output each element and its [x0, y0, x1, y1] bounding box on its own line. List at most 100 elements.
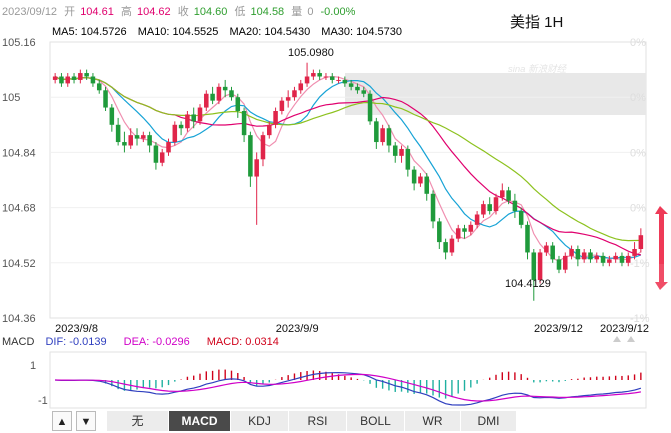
tab-2[interactable]: KDJ [231, 411, 289, 431]
candle-body [418, 176, 423, 184]
candle-body [405, 148, 411, 170]
candle-body [487, 204, 492, 212]
trend-arrow-icon [655, 206, 668, 290]
tab-0[interactable]: 无 [107, 411, 169, 431]
y-tick-label: 105.16 [2, 37, 36, 49]
macd-value-label: MACD: 0.0314 [207, 336, 279, 348]
macd-legend: MACD DIF: -0.0139 DEA: -0.0296 MACD: 0.0… [2, 336, 279, 348]
candle-body [556, 259, 562, 270]
y-tick-label: 104.84 [2, 147, 36, 159]
candle-body [311, 73, 316, 77]
change-value: -0.00% [321, 6, 356, 18]
candle-body [355, 86, 360, 91]
plot-frame [49, 41, 647, 319]
ma10-label: MA10: 104.5525 [138, 26, 219, 38]
candle-body [84, 73, 89, 77]
dif-label: DIF: -0.0139 [45, 336, 106, 348]
x-axis-label: 2023/9/12 [600, 323, 649, 335]
candle-body [613, 255, 618, 260]
candle-body [178, 124, 184, 129]
candle-body [474, 214, 480, 225]
candle-body [304, 76, 310, 84]
candle-body [625, 255, 631, 263]
candle-body [588, 252, 593, 260]
candle-body [65, 76, 71, 84]
close-value: 104.60 [194, 6, 228, 18]
vol-label: 量 [291, 5, 302, 18]
tab-3[interactable]: RSI [289, 411, 347, 431]
next-button[interactable]: ▼ [76, 411, 96, 431]
candle-body [607, 259, 612, 263]
y-tick-label: 104.52 [2, 258, 36, 270]
candle-body [141, 135, 146, 139]
ma5-label: MA5: 104.5726 [52, 26, 127, 38]
low-label: 低 [234, 5, 245, 18]
candle-body [159, 152, 165, 163]
macd-axis-ticks: 1 -1 [30, 360, 48, 407]
dea-line [55, 373, 641, 402]
open-value: 104.61 [80, 6, 114, 18]
candle-body [386, 128, 392, 146]
candle-body [147, 135, 152, 146]
macd-frame [49, 351, 647, 409]
candle-body [210, 93, 215, 101]
candle-body [216, 86, 222, 101]
macd-tick-label: -1 [38, 395, 48, 407]
macd-plot [55, 369, 642, 406]
percent-tick-label: 0% [630, 92, 646, 104]
x-axis-label: 2023/9/8 [55, 323, 98, 335]
ma-legend: MA5: 104.5726 MA10: 104.5525 MA20: 104.5… [52, 26, 402, 38]
svg-text:2023/09/12 开 104.61: 2023/09/12 开 104.61 高 104.62 收 104.60 低 … [2, 4, 356, 18]
candle-body [71, 76, 77, 80]
candle-body [191, 114, 196, 122]
candle-body [506, 190, 511, 201]
high-annotation: 105.0980 [288, 47, 334, 59]
x-axis-labels: 2023/9/8 2023/9/9 2023/9/12 2023/9/12 [55, 323, 649, 335]
candle-body [399, 148, 404, 156]
tab-1[interactable]: MACD [169, 411, 231, 431]
ma30-line [54, 75, 641, 242]
macd-nav-arrows-icon[interactable] [613, 336, 635, 342]
candle-body [109, 107, 115, 125]
candle-body [260, 135, 266, 160]
dea-label: DEA: -0.0296 [124, 336, 190, 348]
tab-5[interactable]: WR [405, 411, 461, 431]
prev-button[interactable]: ▲ [52, 411, 72, 431]
candle-body [600, 255, 606, 263]
y-axis-ticks: 105.16 105 104.84 104.68 104.52 104.36 [2, 37, 36, 325]
candle-body [204, 93, 209, 108]
candle-body [569, 249, 574, 256]
candle-body [468, 224, 474, 232]
y-tick-label: 105 [2, 92, 20, 104]
price-grid [50, 96, 646, 264]
chart-title: 美指 1H [510, 14, 563, 31]
low-value: 104.58 [251, 6, 285, 18]
candle-body [229, 90, 234, 98]
y-tick-label: 104.68 [2, 203, 36, 215]
candle-body [424, 176, 429, 194]
candle-body [267, 124, 272, 136]
candle-body [544, 245, 549, 253]
x-axis-label: 2023/9/9 [276, 323, 319, 335]
candle-body [531, 252, 537, 281]
percent-tick-label: -1% [630, 258, 650, 270]
x-axis-label: 2023/9/12 [534, 323, 583, 335]
candle-body [248, 135, 253, 177]
candle-body [449, 238, 455, 253]
candle-body [115, 124, 121, 143]
tab-6[interactable]: DMI [461, 411, 517, 431]
percent-tick-label: 0% [630, 203, 646, 215]
candle-body [443, 242, 448, 253]
tab-4[interactable]: BOLL [347, 411, 405, 431]
candle-body [172, 124, 178, 143]
candle-body [254, 159, 259, 177]
price-chart[interactable]: 2023/09/12 开 104.61 高 104.62 收 104.60 低 … [0, 0, 671, 410]
sina-watermark: sina 新浪财经 [508, 63, 568, 75]
open-label: 开 [64, 6, 75, 18]
candle-body [632, 249, 637, 256]
candle-body [481, 204, 486, 215]
candlesticks [52, 62, 644, 301]
candle-body [367, 93, 373, 122]
candle-body [317, 73, 322, 77]
candle-body [241, 111, 247, 136]
